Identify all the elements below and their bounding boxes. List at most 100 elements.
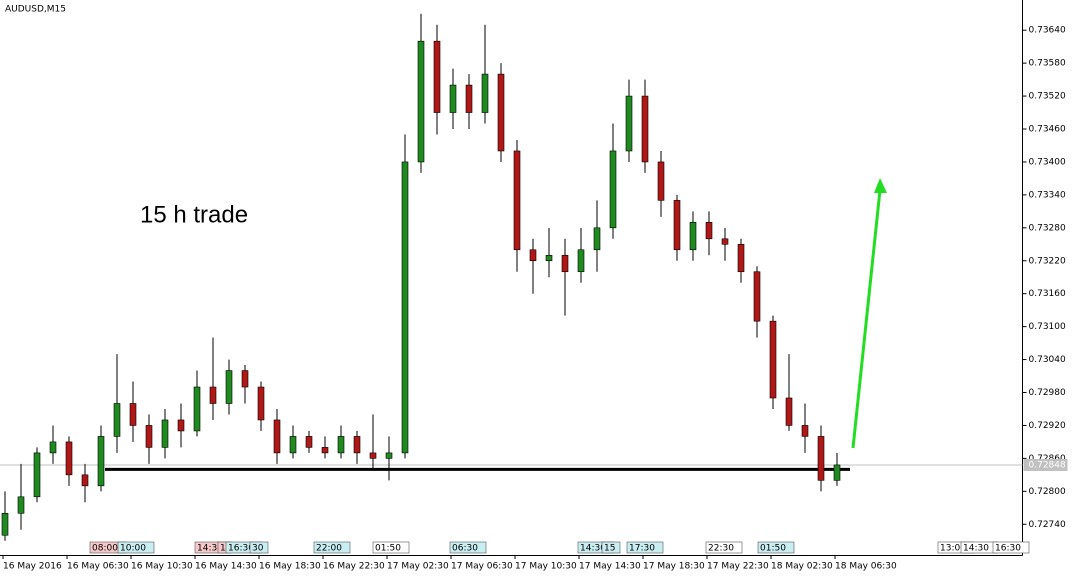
x-tick-label: 17 May 18:30 [643, 562, 705, 572]
candle-body [209, 386, 217, 404]
session-marker [757, 541, 795, 554]
candle-body [449, 84, 457, 113]
y-tick-label: 0.72980 [1029, 388, 1066, 398]
candle-body [193, 386, 201, 432]
session-label: 22:00 [316, 544, 342, 554]
session-label: 13:00 [940, 544, 966, 554]
session-label: 01:50 [375, 544, 401, 554]
candle-body [337, 436, 345, 454]
candle-body [721, 238, 729, 245]
y-tick-label: 0.73400 [1029, 157, 1066, 167]
candle-body [321, 447, 329, 454]
session-marker [705, 541, 743, 554]
candle-body [609, 150, 617, 229]
session-label: 06:30 [452, 544, 478, 554]
candle-body [129, 403, 137, 426]
session-label: 16:30 [995, 544, 1021, 554]
session-marker [372, 541, 410, 554]
candle-body [257, 386, 265, 421]
candle-body [369, 452, 377, 459]
candle-body [65, 441, 73, 476]
candle-body [305, 436, 313, 448]
session-label: 14:30 [963, 544, 989, 554]
candle-body [353, 436, 361, 454]
x-tick-label: 17 May 22:30 [707, 562, 769, 572]
last-price-box [1023, 458, 1068, 471]
candle-body [737, 243, 745, 273]
session-label: 17:30 [629, 544, 655, 554]
session-label: 15 [604, 544, 615, 554]
session-marker [249, 541, 269, 554]
x-tick-label: 17 May 02:30 [387, 562, 449, 572]
session-marker [117, 541, 155, 554]
candle-body [673, 200, 681, 251]
candle-body [433, 40, 441, 113]
candle-body [33, 452, 41, 498]
candle-body [49, 441, 57, 454]
x-tick-label: 17 May 06:30 [451, 562, 513, 572]
candle-body [689, 222, 697, 251]
chart-title: AUDUSD,M15 [5, 5, 66, 15]
x-tick-label: 16 May 18:30 [259, 562, 321, 572]
session-marker [449, 541, 487, 554]
x-tick-label: 16 May 06:30 [67, 562, 129, 572]
y-tick-label: 0.73580 [1029, 59, 1066, 69]
candle-body [1, 512, 9, 536]
y-tick-label: 0.73160 [1029, 289, 1066, 299]
candle-body [657, 161, 665, 201]
candle-body [273, 419, 281, 454]
y-tick-label: 0.73040 [1029, 355, 1066, 365]
session-label: 08:00 [92, 544, 118, 554]
y-tick-label: 0.72920 [1029, 421, 1066, 431]
session-marker [313, 541, 351, 554]
candle-body [753, 271, 761, 322]
session-label: 14:30 [580, 544, 606, 554]
y-tick-label: 0.73640 [1029, 26, 1066, 36]
session-label: 01:50 [760, 544, 786, 554]
candle-body [529, 249, 537, 262]
last-price-label: 0.72848 [1029, 460, 1066, 470]
session-label: 30 [252, 544, 264, 554]
candle-body [545, 254, 553, 262]
session-label: 22:30 [708, 544, 734, 554]
candle-body [225, 370, 233, 404]
session-marker [626, 541, 664, 554]
candle-body [17, 496, 25, 514]
candle-body [625, 95, 633, 152]
x-tick-label: 16 May 2016 [3, 562, 62, 572]
y-tick-label: 0.73520 [1029, 92, 1066, 102]
candle-body [497, 73, 505, 152]
candle-body [561, 254, 569, 273]
candle-body [577, 249, 585, 273]
y-tick-label: 0.73220 [1029, 256, 1066, 266]
y-tick-label: 0.72800 [1029, 487, 1066, 497]
annotation: 15 h trade [140, 201, 248, 228]
x-tick-label: 17 May 14:30 [579, 562, 641, 572]
y-tick-label: 0.73100 [1029, 322, 1066, 332]
candle-body [385, 452, 393, 459]
candle-body [417, 40, 425, 163]
candle-body [161, 419, 169, 448]
y-tick-label: 0.73460 [1029, 125, 1066, 135]
candle-body [465, 84, 473, 113]
candle-body [113, 403, 121, 437]
x-tick-label: 16 May 14:30 [195, 562, 257, 572]
candle-body [705, 222, 713, 240]
y-tick-label: 0.72740 [1029, 520, 1066, 530]
candle-body [81, 474, 89, 487]
x-tick-label: 17 May 10:30 [515, 562, 577, 572]
arrow-shaft [851, 189, 882, 449]
candle-body [513, 150, 521, 251]
arrow-head [874, 178, 887, 193]
session-marker [992, 541, 1030, 554]
candle-body [241, 370, 249, 388]
session-label: 14:30 [197, 544, 223, 554]
candle-body [97, 436, 105, 487]
y-tick-label: 0.73280 [1029, 223, 1066, 233]
candle-body [401, 161, 409, 454]
candle-body [817, 436, 825, 481]
candle-body [177, 419, 185, 432]
candle-body [289, 436, 297, 454]
candle-body [641, 95, 649, 163]
